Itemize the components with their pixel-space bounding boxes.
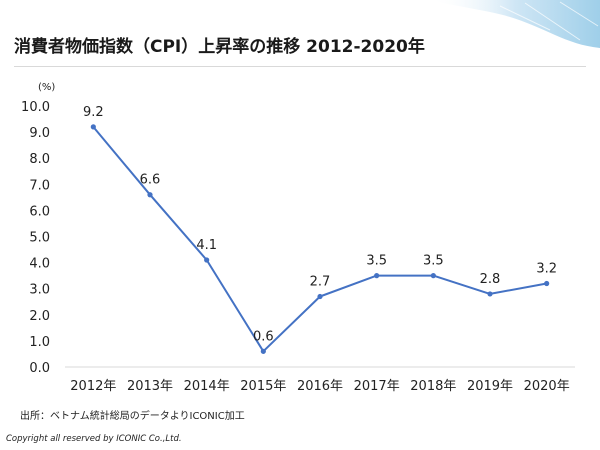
data-point bbox=[204, 257, 210, 263]
data-point bbox=[430, 273, 436, 279]
data-label: 2.7 bbox=[310, 275, 331, 290]
data-point bbox=[487, 291, 493, 297]
data-label: 6.6 bbox=[140, 173, 161, 188]
y-axis-unit-label: (%) bbox=[38, 82, 55, 93]
title-divider bbox=[14, 66, 586, 67]
x-tick-label: 2015年 bbox=[240, 379, 286, 394]
y-tick-label: 2.0 bbox=[29, 309, 50, 324]
source-note: 出所：ベトナム統計総局のデータよりICONIC加工 bbox=[20, 411, 245, 422]
x-tick-label: 2019年 bbox=[467, 379, 513, 394]
x-tick-label: 2012年 bbox=[70, 379, 116, 394]
x-tick-label: 2014年 bbox=[184, 379, 230, 394]
data-point bbox=[260, 348, 266, 354]
y-tick-label: 7.0 bbox=[29, 178, 50, 193]
x-tick-label: 2020年 bbox=[524, 379, 570, 394]
data-point bbox=[374, 273, 380, 279]
data-point bbox=[90, 124, 96, 130]
y-tick-label: 10.0 bbox=[21, 100, 50, 115]
y-tick-label: 6.0 bbox=[29, 204, 50, 219]
data-label: 2.8 bbox=[480, 272, 501, 287]
copyright-notice: Copyright all reserved by ICONIC Co.,Ltd… bbox=[6, 434, 182, 444]
y-tick-label: 5.0 bbox=[29, 231, 50, 246]
series-line bbox=[92, 126, 547, 353]
data-point bbox=[317, 293, 323, 300]
chart-title: 消費者物価指数（CPI）上昇率の推移 2012-2020年 bbox=[14, 37, 425, 57]
data-point bbox=[147, 192, 153, 198]
y-tick-label: 1.0 bbox=[29, 335, 50, 350]
y-tick-label: 3.0 bbox=[29, 283, 50, 298]
data-label: 3.2 bbox=[536, 261, 557, 276]
data-label: 0.6 bbox=[253, 329, 274, 344]
data-point bbox=[544, 280, 550, 287]
y-tick-label: 0.0 bbox=[29, 361, 50, 376]
y-tick-label: 4.0 bbox=[29, 257, 50, 272]
data-label: 3.5 bbox=[366, 254, 387, 269]
x-tick-label: 2016年 bbox=[297, 379, 343, 394]
x-tick-label: 2013年 bbox=[127, 379, 173, 394]
y-tick-label: 9.0 bbox=[29, 126, 50, 141]
x-tick-label: 2018年 bbox=[410, 379, 456, 394]
data-label: 3.5 bbox=[423, 254, 444, 269]
x-tick-label: 2017年 bbox=[354, 379, 400, 394]
y-tick-label: 8.0 bbox=[29, 152, 50, 167]
corner-decoration bbox=[430, 0, 600, 48]
data-label: 4.1 bbox=[196, 238, 217, 253]
data-label: 9.2 bbox=[83, 105, 104, 120]
